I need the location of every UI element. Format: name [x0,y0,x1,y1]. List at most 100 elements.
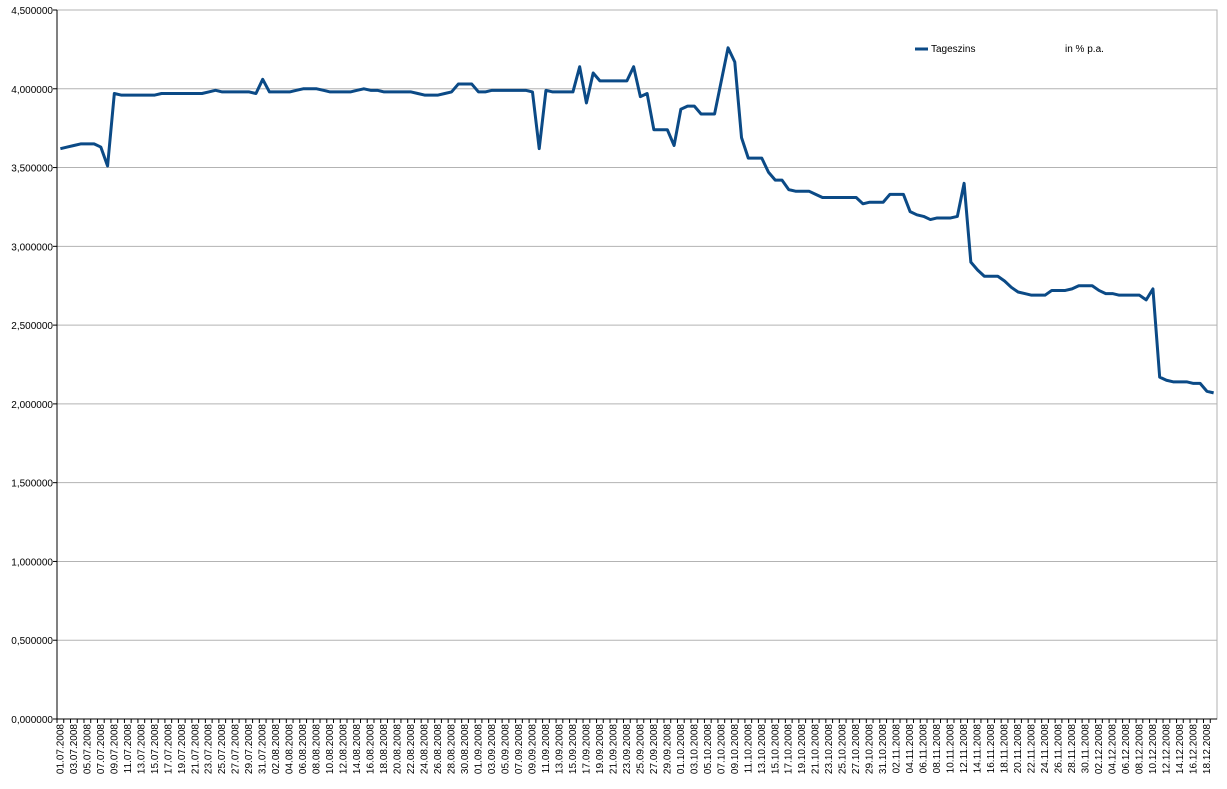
x-tick-label: 10.12.2008 [1148,724,1159,774]
x-tick-label: 27.07.2008 [231,724,242,774]
x-tick-label: 18.11.2008 [1000,724,1011,774]
x-tick-label: 19.07.2008 [177,724,188,774]
x-tick-label: 02.08.2008 [271,724,282,774]
x-tick-label: 10.11.2008 [946,724,957,774]
x-tick-label: 08.11.2008 [932,724,943,774]
x-tick-label: 07.10.2008 [716,724,727,774]
legend-label: Tageszins [931,44,975,55]
x-tick-label: 27.09.2008 [649,724,660,774]
x-tick-label: 01.10.2008 [676,724,687,774]
y-tick-label: 3,500000 [11,164,53,175]
x-tick-label: 23.09.2008 [622,724,633,774]
x-tick-label: 06.08.2008 [298,724,309,774]
x-tick-label: 11.07.2008 [123,724,134,774]
x-tick-label: 11.09.2008 [541,724,552,774]
x-tick-label: 14.12.2008 [1175,724,1186,774]
x-tick-label: 17.09.2008 [581,724,592,774]
y-tick-label: 0,500000 [11,636,53,647]
x-tick-label: 02.12.2008 [1094,724,1105,774]
x-tick-label: 13.07.2008 [136,724,147,774]
y-tick-label: 0,000000 [11,715,53,726]
y-tick-label: 2,500000 [11,321,53,332]
x-tick-label: 29.10.2008 [865,724,876,774]
y-tick-label: 4,500000 [11,6,53,17]
x-tick-label: 03.09.2008 [487,724,498,774]
x-tick-label: 18.08.2008 [379,724,390,774]
x-tick-label: 05.07.2008 [82,724,93,774]
x-tick-label: 30.11.2008 [1080,724,1091,774]
y-tick-label: 2,000000 [11,400,53,411]
x-tick-label: 05.09.2008 [500,724,511,774]
x-tick-label: 07.07.2008 [96,724,107,774]
x-tick-label: 29.09.2008 [662,724,673,774]
x-tick-label: 22.08.2008 [406,724,417,774]
y-tick-label: 1,000000 [11,557,53,568]
x-tick-label: 01.07.2008 [55,724,66,774]
x-tick-label: 25.09.2008 [635,724,646,774]
x-tick-label: 24.11.2008 [1040,724,1051,774]
x-tick-label: 12.12.2008 [1161,724,1172,774]
x-tick-label: 01.09.2008 [474,724,485,774]
x-tick-label: 18.12.2008 [1202,724,1213,774]
unit-label: in % p.a. [1065,44,1104,55]
x-tick-label: 09.07.2008 [109,724,120,774]
x-tick-label: 14.08.2008 [352,724,363,774]
x-tick-label: 29.07.2008 [244,724,255,774]
x-tick-label: 27.10.2008 [851,724,862,774]
x-tick-label: 19.10.2008 [797,724,808,774]
x-tick-label: 26.08.2008 [433,724,444,774]
x-tick-label: 08.08.2008 [312,724,323,774]
y-tick-label: 4,000000 [11,85,53,96]
x-tick-label: 19.09.2008 [595,724,606,774]
x-tick-label: 17.07.2008 [163,724,174,774]
x-tick-label: 02.11.2008 [892,724,903,774]
x-tick-label: 15.07.2008 [150,724,161,774]
x-tick-label: 21.09.2008 [608,724,619,774]
x-tick-label: 05.10.2008 [703,724,714,774]
y-tick-label: 1,500000 [11,479,53,490]
plot-area [56,9,1218,720]
line-series [60,46,1214,395]
x-tick-label: 10.08.2008 [325,724,336,774]
x-tick-label: 04.12.2008 [1107,724,1118,774]
x-tick-label: 23.07.2008 [204,724,215,774]
x-tick-label: 07.09.2008 [514,724,525,774]
x-tick-label: 12.11.2008 [959,724,970,774]
x-tick-label: 12.08.2008 [339,724,350,774]
x-tick-label: 06.11.2008 [919,724,930,774]
x-tick-label: 22.11.2008 [1027,724,1038,774]
x-tick-label: 04.11.2008 [905,724,916,774]
x-tick-label: 08.12.2008 [1134,724,1145,774]
x-tick-label: 11.10.2008 [743,724,754,774]
x-tick-label: 04.08.2008 [285,724,296,774]
x-tick-label: 28.11.2008 [1067,724,1078,774]
x-tick-label: 26.11.2008 [1054,724,1065,774]
x-tick-label: 16.12.2008 [1188,724,1199,774]
x-tick-label: 25.07.2008 [217,724,228,774]
x-tick-label: 13.09.2008 [554,724,565,774]
x-tick-label: 25.10.2008 [838,724,849,774]
x-tick-label: 14.11.2008 [973,724,984,774]
x-tick-label: 03.10.2008 [689,724,700,774]
x-tick-label: 03.07.2008 [69,724,80,774]
x-tick-label: 31.07.2008 [258,724,269,774]
x-tick-label: 17.10.2008 [784,724,795,774]
x-tick-label: 15.10.2008 [770,724,781,774]
x-tick-label: 09.09.2008 [527,724,538,774]
x-tick-label: 30.08.2008 [460,724,471,774]
x-tick-label: 24.08.2008 [420,724,431,774]
x-tick-label: 16.08.2008 [366,724,377,774]
x-tick-label: 06.12.2008 [1121,724,1132,774]
x-tick-label: 21.07.2008 [190,724,201,774]
y-tick-label: 3,000000 [11,242,53,253]
x-tick-label: 20.08.2008 [393,724,404,774]
x-tick-label: 16.11.2008 [986,724,997,774]
x-tick-label: 28.08.2008 [447,724,458,774]
x-tick-label: 23.10.2008 [824,724,835,774]
x-tick-label: 20.11.2008 [1013,724,1024,774]
x-tick-label: 09.10.2008 [730,724,741,774]
x-tick-label: 21.10.2008 [811,724,822,774]
x-tick-label: 31.10.2008 [878,724,889,774]
x-tick-label: 13.10.2008 [757,724,768,774]
